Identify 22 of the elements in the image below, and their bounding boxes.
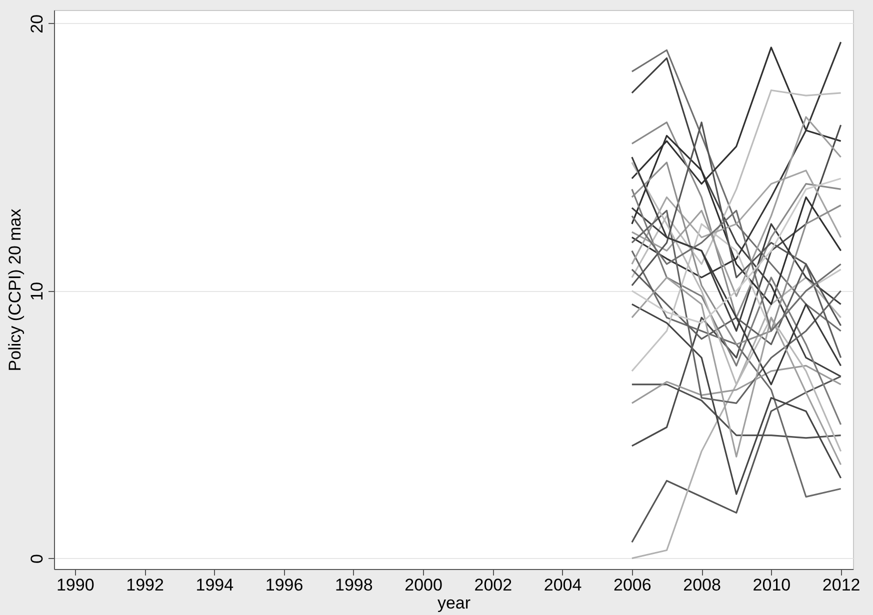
line-series: [631, 49, 842, 332]
x-tick-label: 2008: [683, 576, 721, 594]
line-series: [631, 276, 842, 466]
x-tick-label: 2010: [752, 576, 791, 594]
x-tick-label: 2012: [822, 576, 860, 594]
x-tick-label: 2006: [614, 576, 652, 594]
line-series: [631, 188, 842, 426]
x-tick-label: 1996: [265, 576, 304, 594]
x-tick-label: 1998: [334, 576, 373, 594]
y-tick-label: 10: [28, 282, 46, 301]
y-tick-label: 0: [28, 554, 46, 564]
x-tick-label: 2004: [544, 576, 582, 594]
y-tick-label: 20: [28, 14, 46, 34]
x-tick-label: 2002: [474, 576, 512, 594]
x-tick-label: 1990: [56, 576, 94, 594]
x-tick-label: 1992: [126, 576, 164, 594]
y-axis-title: Policy (CCPI) 20 max: [6, 208, 24, 372]
line-series: [631, 376, 842, 544]
line-series: [631, 162, 842, 346]
x-tick-label: 1994: [196, 576, 234, 594]
x-axis-title: year: [437, 594, 471, 612]
x-tick-label: 2000: [404, 576, 442, 594]
